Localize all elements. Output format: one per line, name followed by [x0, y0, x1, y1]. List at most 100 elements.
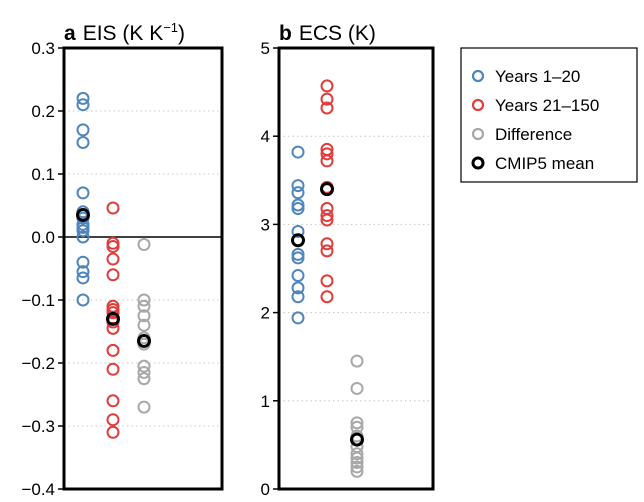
- panel-a-eis: a EIS (K K−1) −0.4 −0.3 −0.2 −0.1 0.0 0.1 0.2 0.…: [21, 20, 224, 499]
- y-tick-label: −0.1: [21, 291, 55, 310]
- data-point: [76, 271, 90, 285]
- panel-b-ecs: b ECS (K) 0 1 2 3 4 5: [261, 22, 435, 499]
- legend-marker: [471, 98, 485, 112]
- data-point: [76, 123, 90, 137]
- legend: Years 1–20 Years 21–150 Difference CMIP5 me…: [460, 47, 638, 183]
- mean-point: [76, 207, 90, 222]
- data-point: [291, 145, 305, 159]
- data-point: [320, 92, 334, 106]
- panel-a-title: a EIS (K K−1): [64, 20, 185, 45]
- data-point: [106, 394, 120, 408]
- y-tick-label: 4: [261, 127, 270, 146]
- data-point: [106, 425, 120, 439]
- data-point: [106, 343, 120, 357]
- data-point: [106, 252, 120, 266]
- y-tick-label: −0.4: [21, 480, 55, 499]
- data-point: [320, 101, 334, 115]
- y-tick-label: −0.3: [21, 417, 55, 436]
- y-tick-label: 0: [261, 480, 270, 499]
- data-point: [76, 230, 90, 244]
- data-point: [291, 251, 305, 265]
- legend-marker: [471, 69, 485, 83]
- legend-marker: [471, 156, 485, 170]
- data-point: [137, 299, 151, 313]
- data-point: [106, 239, 120, 253]
- data-point: [106, 321, 120, 335]
- panel-a-letter: a: [64, 22, 76, 45]
- data-point: [291, 198, 305, 212]
- y-tick-label: 5: [261, 39, 270, 58]
- data-point: [76, 255, 90, 269]
- data-point: [350, 464, 364, 478]
- mean-point: [137, 333, 151, 348]
- panel-b-frame: [277, 46, 435, 491]
- data-point: [320, 79, 334, 93]
- data-point: [350, 460, 364, 474]
- data-point: [137, 293, 151, 307]
- panel-b-gridlines: [279, 135, 433, 402]
- data-point: [320, 154, 334, 168]
- data-point: [320, 274, 334, 288]
- data-point: [106, 268, 120, 282]
- data-point: [137, 359, 151, 373]
- panel-a-title-suffix: ): [178, 22, 185, 45]
- data-point: [350, 354, 364, 368]
- data-point: [76, 98, 90, 112]
- panel-b-points: [291, 79, 364, 478]
- panel-a-title-main: EIS (K K: [83, 22, 164, 45]
- data-point: [320, 290, 334, 304]
- data-point: [350, 447, 364, 461]
- mean-point: [106, 311, 120, 326]
- data-point: [76, 186, 90, 200]
- panel-a-title-superscript: −1: [163, 20, 178, 35]
- data-point: [106, 201, 120, 215]
- y-tick-label: 3: [261, 215, 270, 234]
- panel-a-gridlines: [64, 110, 222, 427]
- data-point: [350, 416, 364, 430]
- data-point: [291, 224, 305, 238]
- mean-point: [320, 182, 334, 197]
- legend-label: Years 1–20: [495, 67, 580, 86]
- data-point: [76, 265, 90, 279]
- legend-marker: [471, 127, 485, 141]
- legend-label: Difference: [495, 125, 572, 144]
- legend-box: [460, 47, 638, 183]
- y-tick-label: 0.2: [31, 102, 55, 121]
- y-tick-label: 0.1: [31, 165, 55, 184]
- data-point: [137, 372, 151, 386]
- data-point: [76, 293, 90, 307]
- data-point: [320, 237, 334, 251]
- data-point: [350, 381, 364, 395]
- data-point: [291, 202, 305, 216]
- data-point: [137, 365, 151, 379]
- data-point: [76, 91, 90, 105]
- data-point: [291, 281, 305, 295]
- legend-label: Years 21–150: [495, 96, 599, 115]
- y-tick-label: −0.2: [21, 354, 55, 373]
- mean-point: [350, 432, 364, 447]
- y-tick-label: 0.0: [31, 228, 55, 247]
- data-point: [291, 186, 305, 200]
- data-point: [291, 269, 305, 283]
- data-point: [76, 224, 90, 238]
- panel-b-title: b ECS (K): [279, 22, 376, 45]
- data-point: [320, 147, 334, 161]
- data-point: [291, 247, 305, 261]
- legend-label: CMIP5 mean: [495, 154, 594, 173]
- data-point: [320, 213, 334, 227]
- data-point: [106, 413, 120, 427]
- data-point: [106, 306, 120, 320]
- data-point: [291, 179, 305, 193]
- data-point: [137, 400, 151, 414]
- panel-a-y-axis: −0.4 −0.3 −0.2 −0.1 0.0 0.1 0.2 0.3: [21, 39, 64, 499]
- y-tick-label: 0.3: [31, 39, 55, 58]
- data-point: [320, 244, 334, 258]
- data-point: [350, 451, 364, 465]
- data-point: [291, 290, 305, 304]
- data-point: [106, 362, 120, 376]
- data-point: [137, 318, 151, 332]
- panel-a-points: [76, 91, 151, 439]
- data-point: [320, 209, 334, 223]
- panel-b-letter: b: [279, 22, 292, 45]
